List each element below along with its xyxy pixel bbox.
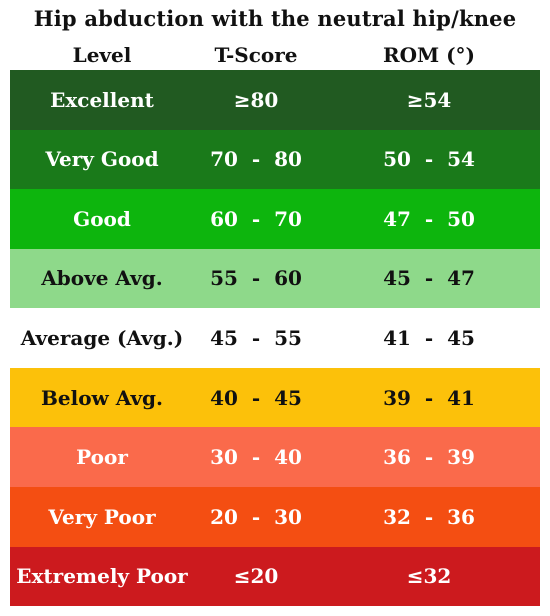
tscore-cell: ≤20 — [233, 564, 279, 589]
rom-cell: 45 - 47 — [383, 266, 475, 291]
tscore-cell: 70 - 80 — [210, 147, 302, 172]
level-cell: Below Avg. — [40, 385, 164, 410]
table-row: Good 60 - 70 47 - 50 — [10, 189, 540, 249]
column-header-tscore: T-Score — [214, 43, 298, 67]
table-header: Level T-Score ROM (°) — [10, 40, 540, 70]
rom-cell: ≥54 — [406, 87, 452, 112]
tscore-cell: ≥80 — [233, 87, 279, 112]
rom-cell: 36 - 39 — [383, 445, 475, 470]
rom-cell: 47 - 50 — [383, 206, 475, 231]
level-cell: Excellent — [50, 87, 154, 112]
rom-cell: 41 - 45 — [383, 326, 475, 351]
table-title: Hip abduction with the neutral hip/knee — [33, 6, 517, 31]
tscore-cell: 55 - 60 — [210, 266, 302, 291]
table-row: Very Good 70 - 80 50 - 54 — [10, 129, 540, 190]
rom-cell: 32 - 36 — [383, 504, 475, 529]
tscore-cell: 20 - 30 — [210, 504, 302, 529]
table-row: Average (Avg.) 45 - 55 41 - 45 — [10, 308, 540, 368]
level-cell: Very Poor — [48, 504, 156, 529]
rom-cell: 50 - 54 — [383, 147, 475, 172]
tscore-cell: 30 - 40 — [210, 445, 302, 470]
table-row: Very Poor 20 - 30 32 - 36 — [10, 486, 540, 547]
level-cell: Good — [73, 206, 131, 231]
level-cell: Average (Avg.) — [20, 326, 184, 351]
table-row: Extremely Poor ≤20 ≤32 — [10, 546, 540, 607]
tscore-cell: 45 - 55 — [210, 326, 302, 351]
tscore-cell: 60 - 70 — [210, 206, 302, 231]
level-cell: Extremely Poor — [16, 564, 188, 589]
rom-cell: ≤32 — [406, 564, 452, 589]
table-row: Poor 30 - 40 36 - 39 — [10, 427, 540, 487]
rom-cell: 39 - 41 — [383, 385, 475, 410]
level-cell: Poor — [76, 445, 128, 470]
tscore-cell: 40 - 45 — [210, 385, 302, 410]
table-row: Excellent ≥80 ≥54 — [10, 70, 540, 130]
column-header-rom: ROM (°) — [382, 43, 476, 67]
rating-table: Excellent ≥80 ≥54 Very Good 70 - 80 50 -… — [10, 70, 540, 607]
table-row: Above Avg. 55 - 60 45 - 47 — [10, 248, 540, 309]
table-row: Below Avg. 40 - 45 39 - 41 — [10, 367, 540, 428]
level-cell: Very Good — [45, 147, 159, 172]
column-header-level: Level — [72, 43, 132, 67]
level-cell: Above Avg. — [41, 266, 163, 291]
